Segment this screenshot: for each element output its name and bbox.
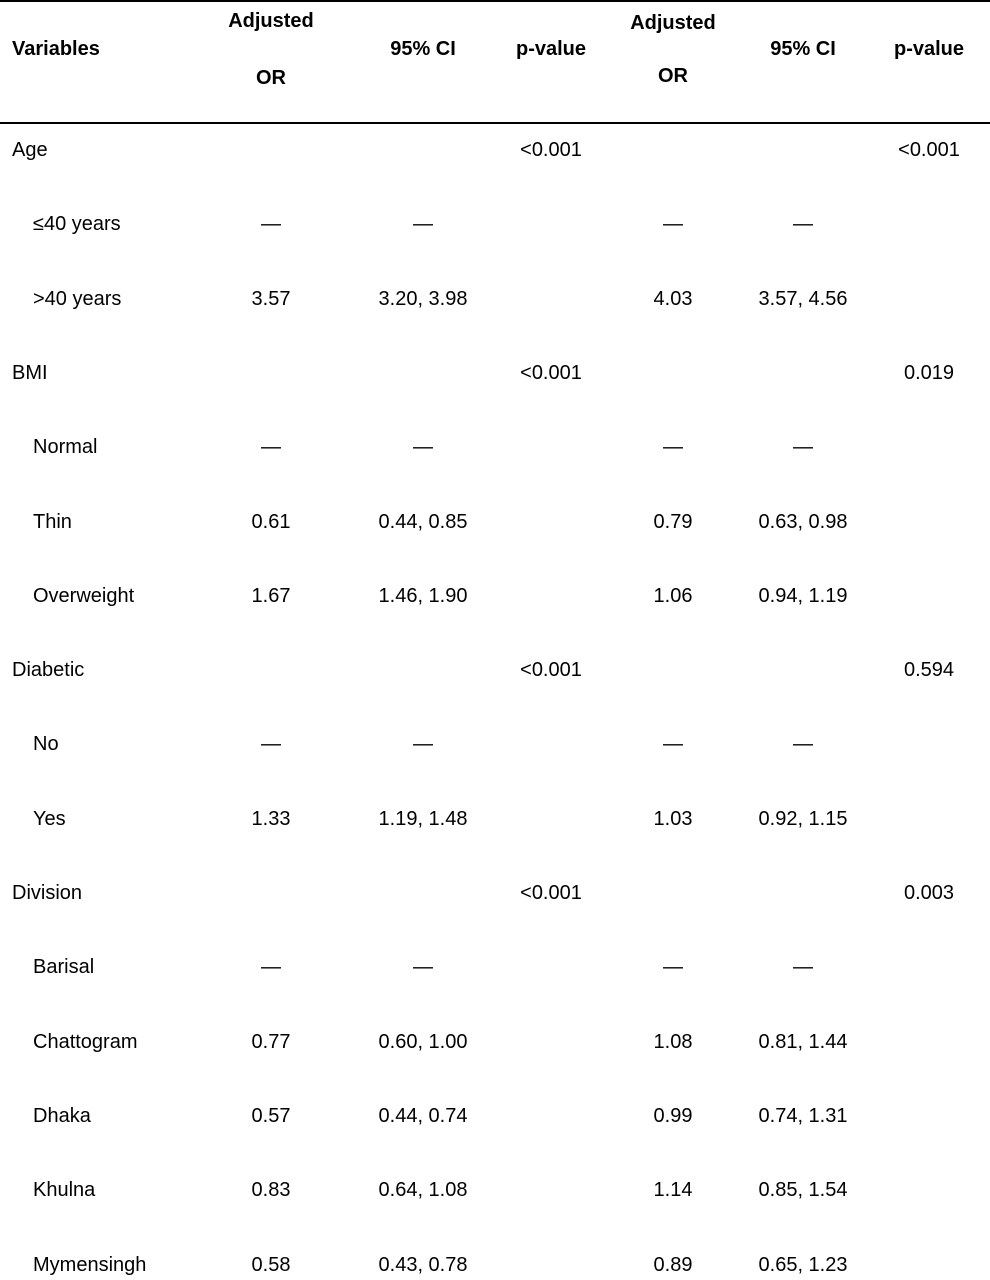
cell-adjusted-or-2: — xyxy=(663,436,683,458)
cell-adjusted-or-2: — xyxy=(663,213,683,235)
cell-ci-1: 0.64, 1.08 xyxy=(378,1179,468,1201)
cell-p-value-2: 0.594 xyxy=(903,659,955,681)
table-top-rule xyxy=(0,0,990,2)
cell-adjusted-or-1: 0.57 xyxy=(251,1105,291,1127)
cell-ci-1: 1.46, 1.90 xyxy=(378,585,468,607)
cell-adjusted-or-1: — xyxy=(261,956,281,978)
row-label: Yes xyxy=(33,808,66,830)
cell-adjusted-or-2: 4.03 xyxy=(653,288,693,310)
header-p-value-2: p-value xyxy=(893,38,965,60)
cell-ci-2: 0.94, 1.19 xyxy=(758,585,848,607)
row-label: ≤40 years xyxy=(33,213,121,235)
cell-ci-2: 0.65, 1.23 xyxy=(758,1254,848,1276)
cell-adjusted-or-1: 0.58 xyxy=(251,1254,291,1276)
header-ci-2: 95% CI xyxy=(770,38,836,60)
cell-p-value-2: 0.019 xyxy=(903,362,955,384)
cell-adjusted-or-1: — xyxy=(261,213,281,235)
cell-ci-2: — xyxy=(793,956,813,978)
cell-adjusted-or-1: 1.33 xyxy=(251,808,291,830)
header-adjusted-or-2-line2: OR xyxy=(658,65,688,87)
cell-ci-1: 0.43, 0.78 xyxy=(378,1254,468,1276)
cell-adjusted-or-2: 0.79 xyxy=(653,511,693,533)
header-variables: Variables xyxy=(12,38,100,60)
header-bottom-rule xyxy=(0,122,990,124)
row-label: >40 years xyxy=(33,288,122,310)
header-adjusted-or-2-line1: Adjusted xyxy=(630,12,716,34)
row-label: Division xyxy=(12,882,83,904)
cell-adjusted-or-2: 1.08 xyxy=(653,1031,693,1053)
cell-ci-1: 0.44, 0.85 xyxy=(378,511,468,533)
row-label: Thin xyxy=(33,511,72,533)
cell-adjusted-or-1: 0.83 xyxy=(251,1179,291,1201)
cell-ci-2: 0.63, 0.98 xyxy=(758,511,848,533)
row-label: Khulna xyxy=(33,1179,96,1201)
cell-adjusted-or-2: — xyxy=(663,956,683,978)
header-p-value-1: p-value xyxy=(515,38,587,60)
cell-adjusted-or-2: 1.14 xyxy=(653,1179,693,1201)
cell-adjusted-or-1: — xyxy=(261,733,281,755)
cell-ci-2: — xyxy=(793,733,813,755)
cell-ci-2: 0.74, 1.31 xyxy=(758,1105,848,1127)
cell-ci-2: 0.92, 1.15 xyxy=(758,808,848,830)
row-label: Mymensingh xyxy=(33,1254,147,1276)
cell-ci-1: — xyxy=(413,436,433,458)
cell-ci-1: 1.19, 1.48 xyxy=(378,808,468,830)
cell-ci-1: 0.60, 1.00 xyxy=(378,1031,468,1053)
row-label: Overweight xyxy=(33,585,135,607)
row-label: Diabetic xyxy=(12,659,85,681)
cell-p-value-1: <0.001 xyxy=(520,362,582,384)
header-ci-1: 95% CI xyxy=(390,38,456,60)
cell-ci-1: — xyxy=(413,956,433,978)
cell-ci-2: 0.85, 1.54 xyxy=(758,1179,848,1201)
cell-adjusted-or-1: 3.57 xyxy=(251,288,291,310)
cell-ci-1: — xyxy=(413,213,433,235)
cell-ci-2: — xyxy=(793,436,813,458)
row-label: BMI xyxy=(12,362,48,384)
row-label: Chattogram xyxy=(33,1031,138,1053)
cell-p-value-1: <0.001 xyxy=(520,139,582,161)
cell-ci-1: 3.20, 3.98 xyxy=(378,288,468,310)
cell-adjusted-or-1: 0.61 xyxy=(251,511,291,533)
cell-adjusted-or-2: 1.03 xyxy=(653,808,693,830)
cell-adjusted-or-1: 1.67 xyxy=(251,585,291,607)
cell-p-value-1: <0.001 xyxy=(520,882,582,904)
cell-p-value-2: <0.001 xyxy=(898,139,960,161)
cell-adjusted-or-2: 0.89 xyxy=(653,1254,693,1276)
cell-p-value-2: 0.003 xyxy=(903,882,955,904)
row-label: Normal xyxy=(33,436,98,458)
header-adjusted-or-1-line2: OR xyxy=(256,67,286,89)
header-adjusted-or-1-line1: Adjusted xyxy=(228,10,314,32)
cell-ci-2: — xyxy=(793,213,813,235)
cell-adjusted-or-1: 0.77 xyxy=(251,1031,291,1053)
cell-ci-2: 3.57, 4.56 xyxy=(758,288,848,310)
row-label: Dhaka xyxy=(33,1105,91,1127)
cell-p-value-1: <0.001 xyxy=(520,659,582,681)
row-label: Barisal xyxy=(33,956,95,978)
cell-adjusted-or-2: — xyxy=(663,733,683,755)
row-label: No xyxy=(33,733,59,755)
cell-ci-2: 0.81, 1.44 xyxy=(758,1031,848,1053)
cell-adjusted-or-2: 0.99 xyxy=(653,1105,693,1127)
cell-adjusted-or-1: — xyxy=(261,436,281,458)
row-label: Age xyxy=(12,139,48,161)
cell-ci-1: 0.44, 0.74 xyxy=(378,1105,468,1127)
cell-adjusted-or-2: 1.06 xyxy=(653,585,693,607)
cell-ci-1: — xyxy=(413,733,433,755)
